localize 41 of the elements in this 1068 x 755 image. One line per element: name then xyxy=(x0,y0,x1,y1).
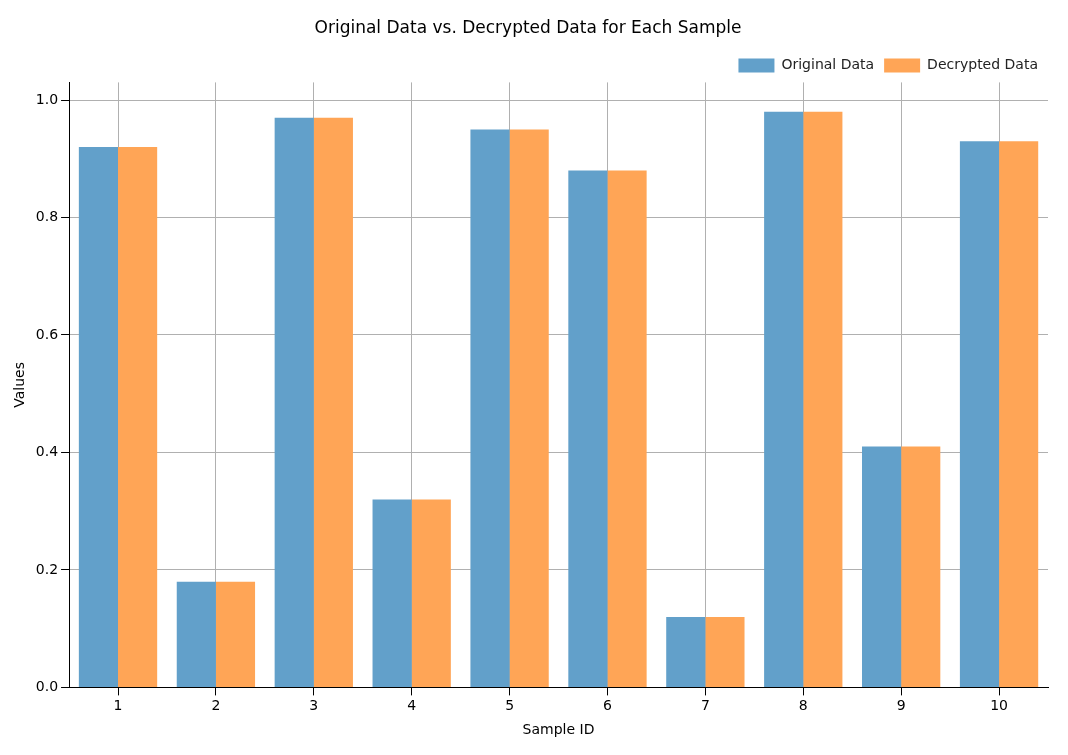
y-tick-label: 0.6 xyxy=(35,325,59,342)
y-tick-label: 0.4 xyxy=(35,443,59,460)
bar xyxy=(411,499,451,687)
bar xyxy=(705,616,745,687)
x-tick-label: 5 xyxy=(505,697,515,714)
bar xyxy=(959,141,1000,687)
bar xyxy=(901,446,941,687)
bar xyxy=(470,129,510,687)
bar xyxy=(78,147,119,687)
x-axis-title: Sample ID xyxy=(522,721,595,738)
x-tick-label: 8 xyxy=(798,697,808,714)
bar xyxy=(862,446,902,687)
bar xyxy=(372,499,412,687)
bar xyxy=(118,147,158,687)
y-tick-label: 0.2 xyxy=(35,560,59,577)
x-tick-label: 10 xyxy=(990,697,1008,714)
y-tick-label: 0.0 xyxy=(35,678,59,695)
bar xyxy=(274,117,314,687)
bar xyxy=(803,111,843,687)
y-tick-label: 1.0 xyxy=(35,90,59,107)
x-tick-label: 2 xyxy=(211,697,221,714)
y-tick-label: 0.8 xyxy=(35,208,59,225)
x-tick-label: 3 xyxy=(309,697,319,714)
bar xyxy=(313,117,353,687)
bar xyxy=(568,170,608,687)
bar xyxy=(509,129,549,687)
legend-label: Decrypted Data xyxy=(927,56,1038,73)
y-axis-title: Values xyxy=(11,362,28,408)
x-tick-label: 7 xyxy=(700,697,710,714)
x-tick-label: 4 xyxy=(407,697,417,714)
x-tick-label: 1 xyxy=(113,697,123,714)
x-tick-label: 9 xyxy=(896,697,906,714)
bar xyxy=(607,170,647,687)
legend-label: Original Data xyxy=(781,56,875,73)
bar xyxy=(999,141,1039,687)
bar xyxy=(666,616,706,687)
bar xyxy=(215,581,256,687)
x-tick-label: 6 xyxy=(603,697,613,714)
bar xyxy=(764,111,804,687)
bar xyxy=(176,581,216,687)
chart-title: Original Data vs. Decrypted Data for Each Sample xyxy=(314,16,742,37)
